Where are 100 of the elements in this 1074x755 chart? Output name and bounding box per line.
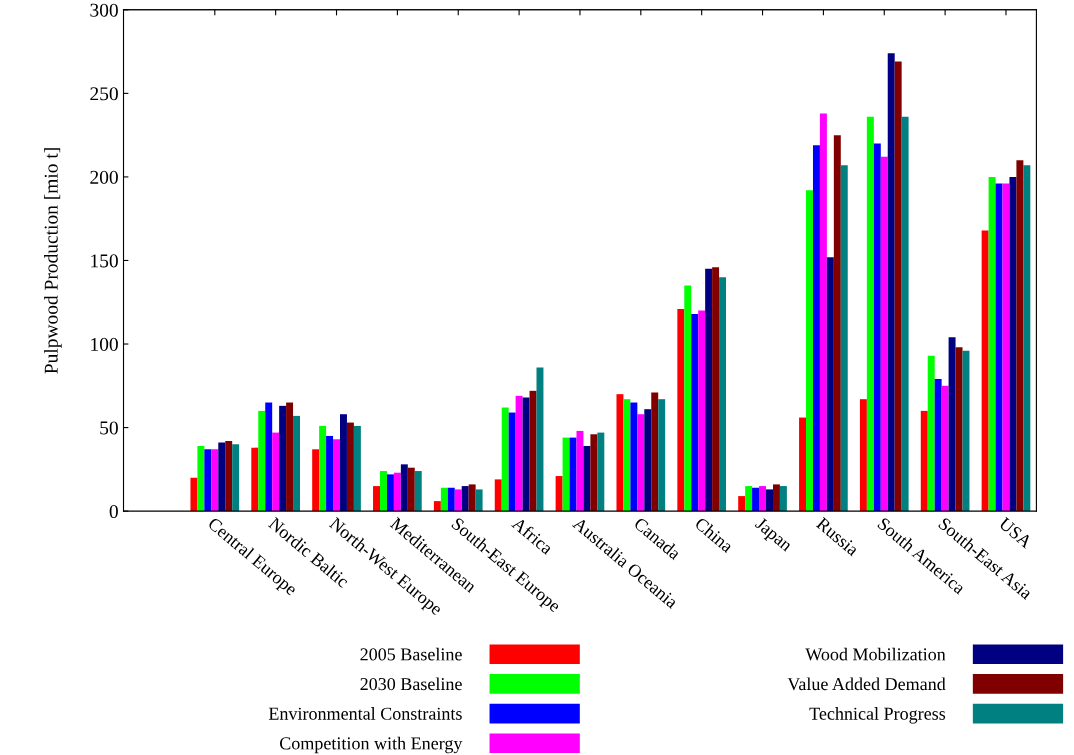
bar — [981, 230, 989, 512]
bar — [475, 489, 483, 512]
y-tick-label: 250 — [90, 87, 118, 101]
bar — [651, 392, 659, 512]
bar — [894, 61, 902, 512]
y-tick-label: 200 — [90, 170, 118, 184]
bar — [468, 484, 476, 512]
bar — [616, 394, 624, 512]
bar — [745, 486, 753, 512]
bar — [623, 399, 631, 512]
bar — [501, 407, 509, 512]
bar — [819, 113, 827, 512]
bar — [988, 176, 996, 512]
bar — [400, 464, 408, 512]
y-tick-label: 50 — [100, 421, 118, 435]
bar — [379, 471, 387, 512]
legend-label: Competition with Energy — [279, 736, 463, 754]
bar — [630, 402, 638, 512]
bar — [920, 410, 928, 512]
bar — [658, 399, 666, 512]
bar — [812, 145, 820, 512]
bar — [204, 449, 212, 512]
bar — [386, 474, 394, 512]
bar — [407, 467, 415, 512]
bar — [258, 410, 266, 512]
bar — [766, 489, 773, 512]
bar — [995, 183, 1003, 512]
y-tick-label: 0 — [109, 504, 118, 519]
bar — [712, 267, 720, 512]
bar — [866, 116, 874, 512]
bar — [752, 487, 760, 512]
bar — [414, 471, 422, 512]
bar — [806, 190, 813, 512]
bar — [934, 379, 942, 512]
bar — [759, 486, 767, 512]
bar — [684, 285, 692, 512]
bar — [340, 414, 347, 512]
bar — [393, 472, 401, 512]
bar — [522, 397, 530, 512]
bar — [901, 116, 909, 512]
bar — [461, 486, 469, 512]
bar — [333, 439, 340, 512]
bar — [691, 313, 699, 512]
bar — [346, 422, 354, 512]
bar — [1023, 165, 1031, 512]
bar — [218, 442, 226, 512]
y-tick-label: 150 — [91, 254, 118, 268]
bar — [494, 479, 502, 512]
bar — [536, 367, 544, 512]
bar — [880, 156, 888, 512]
bar — [440, 487, 448, 512]
bar — [799, 417, 807, 512]
bar — [326, 435, 334, 512]
bar — [576, 430, 584, 512]
y-tick-label: 100 — [91, 337, 118, 351]
bar — [772, 484, 780, 512]
legend-label: Environmental Constraints — [268, 707, 462, 720]
bar — [508, 412, 516, 512]
bar — [887, 53, 895, 512]
y-axis-title: Pulpwood Production [mio t] — [44, 148, 62, 374]
bar — [562, 437, 570, 512]
bar — [955, 347, 963, 512]
bar — [738, 496, 746, 512]
bar — [232, 444, 240, 512]
legend-label: 2005 Baseline — [360, 647, 462, 661]
bar — [644, 409, 652, 512]
bar — [698, 310, 706, 512]
bar — [859, 399, 867, 512]
bar — [197, 445, 205, 512]
bar — [705, 268, 713, 512]
bar — [779, 486, 787, 512]
bar — [279, 405, 287, 512]
bar — [927, 355, 935, 512]
bar — [677, 308, 685, 512]
bar — [1009, 176, 1017, 512]
bar — [948, 337, 956, 512]
bar — [319, 425, 327, 512]
bar — [583, 445, 591, 512]
bar — [286, 402, 294, 512]
bar — [873, 143, 881, 512]
bar — [190, 477, 198, 512]
bar — [826, 257, 834, 512]
bar — [637, 414, 645, 512]
bar — [225, 440, 233, 512]
bar — [265, 402, 273, 512]
bar — [555, 476, 563, 512]
bar — [272, 432, 280, 512]
bar — [293, 415, 300, 512]
bar — [840, 165, 848, 512]
bar — [433, 501, 441, 512]
bar — [353, 425, 361, 512]
bar — [312, 449, 320, 512]
bar — [251, 447, 259, 512]
legend-label: Wood Mobilization — [805, 647, 946, 661]
legend-label: Technical Progress — [809, 707, 946, 724]
bar — [373, 486, 380, 512]
y-tick-label: 300 — [90, 3, 118, 17]
bar — [833, 135, 841, 512]
bar — [515, 395, 523, 512]
legend-label: Value Added Demand — [787, 677, 946, 691]
